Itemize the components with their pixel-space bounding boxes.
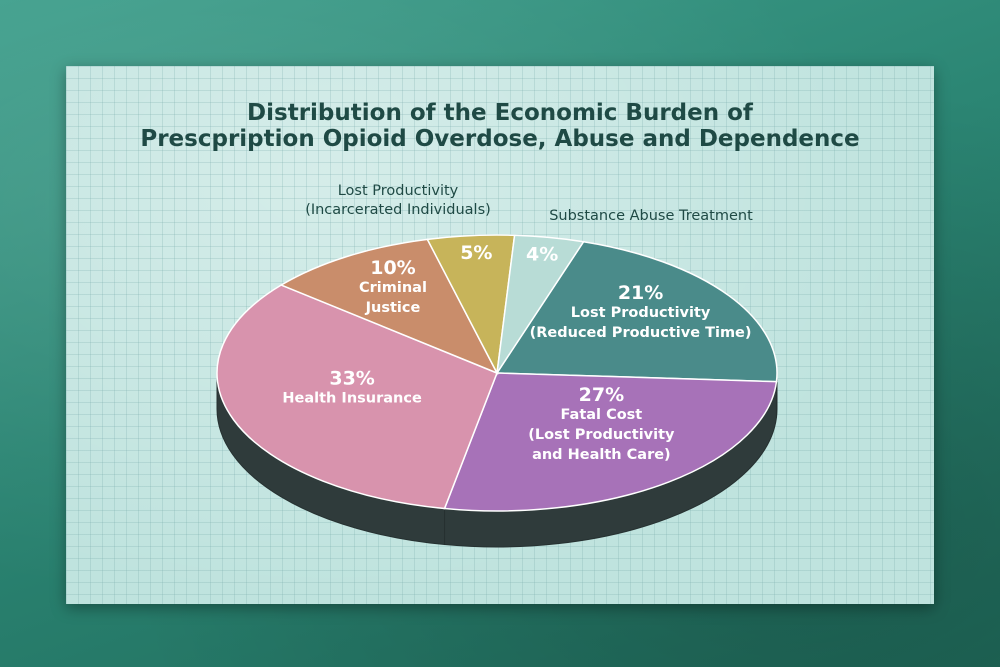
slice-name-label-1-1: (Lost Productivity (528, 427, 675, 443)
pie-slice-1 (443, 372, 778, 512)
outer-label-4-0: Lost Productivity (338, 183, 459, 199)
pie-top (216, 234, 778, 512)
slice-name-label-0-1: (Reduced Productive Time) (530, 325, 752, 341)
outer-label-5-0: Substance Abuse Treatment (549, 208, 753, 224)
slice-pct-label-4: 5% (460, 242, 492, 264)
pie-slice-2 (216, 284, 498, 510)
slice-name-label-2-0: Health Insurance (282, 391, 422, 407)
slice-pct-label-2: 33% (329, 368, 374, 390)
slice-name-label-3-0: Criminal (359, 280, 427, 296)
slice-name-label-0-0: Lost Productivity (571, 305, 711, 321)
chart-title-line-1: Distribution of the Economic Burden of (247, 100, 754, 126)
pie-slice-0 (495, 240, 778, 383)
outer-label-4-1: (Incarcerated Individuals) (305, 202, 491, 218)
slice-pct-label-1: 27% (579, 384, 624, 406)
chart-title-line-2: Prescpription Opioid Overdose, Abuse and… (140, 126, 859, 152)
outer-labels: Lost Productivity (Incarcerated Individua… (305, 183, 753, 224)
pie-slice-5 (496, 234, 585, 374)
slice-pct-label-0: 21% (618, 282, 663, 304)
pie-slice-3 (279, 238, 499, 375)
slice-name-label-3-1: Justice (365, 300, 421, 316)
slice-pct-label-3: 10% (370, 257, 415, 279)
slice-pct-label-5: 4% (526, 243, 558, 265)
pie-labels: 21%Lost Productivity (Reduced Productive … (282, 242, 751, 463)
slice-name-label-1-0: Fatal Cost (561, 407, 643, 423)
chart-title: Distribution of the Economic Burden of P… (140, 100, 859, 152)
slice-name-label-1-2: and Health Care) (532, 447, 671, 463)
